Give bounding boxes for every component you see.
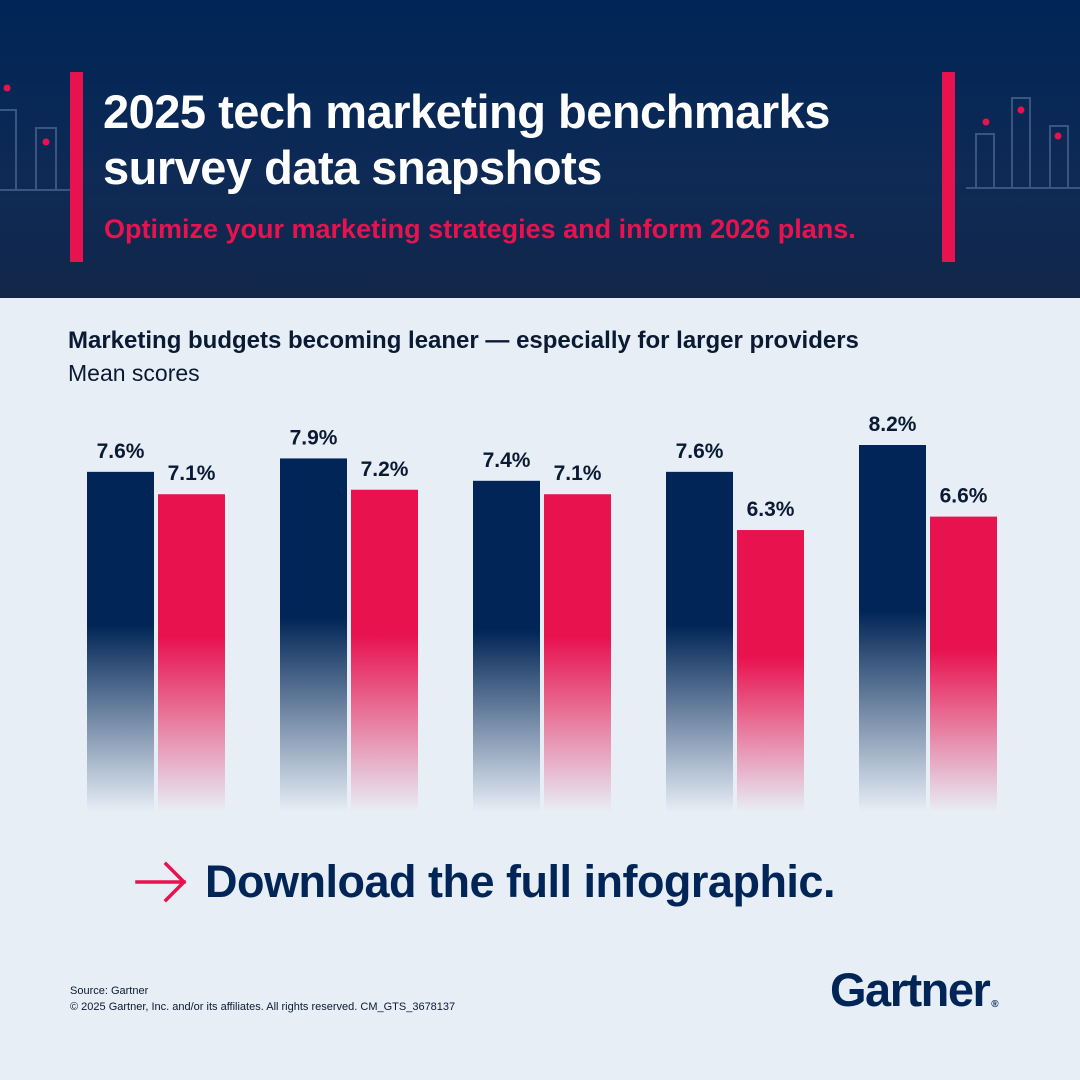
data-label-series2-2: 7.2% [361, 458, 409, 481]
bar-series1-5 [859, 445, 926, 812]
bar-series1-4 [666, 471, 733, 812]
page-subtitle: Optimize your marketing strategies and i… [104, 214, 856, 244]
bar-series2-5 [930, 516, 997, 812]
arrow-right-icon [135, 861, 187, 903]
page-title: 2025 tech marketing benchmarks survey da… [103, 84, 933, 196]
download-cta[interactable]: Download the full infographic. [135, 852, 835, 912]
data-label-series1-1: 7.6% [97, 440, 145, 463]
data-label-series2-1: 7.1% [168, 462, 216, 485]
decorative-bars-left-icon [0, 84, 70, 191]
decorative-bars-right-icon [966, 97, 1080, 189]
chart-title: Marketing budgets becoming leaner — espe… [68, 327, 859, 354]
accent-bar-left [70, 72, 83, 262]
data-label-series1-5: 8.2% [869, 413, 917, 436]
chart-subtitle: Mean scores [68, 360, 200, 386]
data-label-series2-5: 6.6% [940, 485, 988, 508]
bar-series2-3 [544, 494, 611, 812]
bar-series2-1 [158, 494, 225, 812]
bar-series2-4 [737, 530, 804, 812]
accent-bar-right [942, 72, 955, 262]
bar-series1-2 [280, 458, 347, 812]
bar-series1-3 [473, 480, 540, 812]
data-label-series1-3: 7.4% [483, 449, 531, 472]
logo-wordmark: Gartner [830, 963, 991, 1016]
bar-series1-1 [87, 471, 154, 812]
header-banner: 2025 tech marketing benchmarks survey da… [0, 0, 1080, 298]
data-label-series2-3: 7.1% [554, 462, 602, 485]
title-line-1: 2025 tech marketing benchmarks [103, 85, 830, 138]
download-link[interactable]: Download the full infographic. [205, 856, 835, 907]
registered-mark: ® [991, 999, 999, 1010]
source-note: Source: Gartner [70, 985, 149, 997]
data-label-series1-4: 7.6% [676, 440, 724, 463]
copyright-note: © 2025 Gartner, Inc. and/or its affiliat… [70, 1001, 456, 1013]
bar-series2-2 [351, 489, 418, 812]
data-label-series1-2: 7.9% [290, 426, 338, 449]
title-line-2: survey data snapshots [103, 141, 602, 194]
gartner-logo: Gartner ® [830, 962, 999, 1018]
data-label-series2-4: 6.3% [747, 498, 795, 521]
